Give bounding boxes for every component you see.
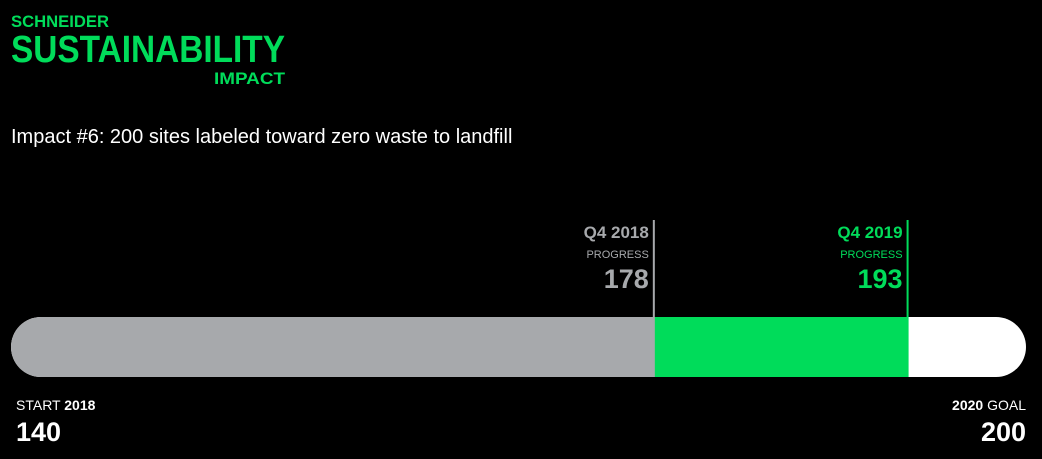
progress-chart: Q4 2018 PROGRESS 178 Q4 2019 PROGRESS 193 STAR…	[11, 220, 1026, 447]
milestone-period: Q4 2019	[837, 223, 902, 242]
start-year: 2018	[64, 397, 95, 413]
goal-value: 200	[981, 417, 1026, 447]
start-label: START 2018	[16, 397, 96, 413]
chart-title: Impact #6: 200 sites labeled toward zero…	[11, 126, 512, 148]
milestone-value: 178	[604, 264, 649, 294]
start-word: START	[16, 397, 61, 413]
logo-line: SUSTAINABILITY	[11, 29, 285, 71]
goal-word: GOAL	[987, 397, 1026, 413]
start-value: 140	[16, 417, 61, 447]
milestone-value: 193	[858, 264, 903, 294]
goal-year: 2020	[952, 397, 983, 413]
milestone-label: PROGRESS	[586, 249, 648, 261]
bar-segment	[11, 317, 654, 377]
bar-segment	[653, 317, 908, 377]
milestone-label: PROGRESS	[840, 249, 902, 261]
bar	[11, 317, 1026, 377]
goal-label: 2020 GOAL	[952, 397, 1026, 413]
logo-line: IMPACT	[214, 69, 286, 88]
logo-line: SCHNEIDER	[11, 12, 109, 31]
milestone-period: Q4 2018	[584, 223, 649, 242]
logo: SCHNEIDER SUSTAINABILITY IMPACT	[11, 12, 286, 88]
